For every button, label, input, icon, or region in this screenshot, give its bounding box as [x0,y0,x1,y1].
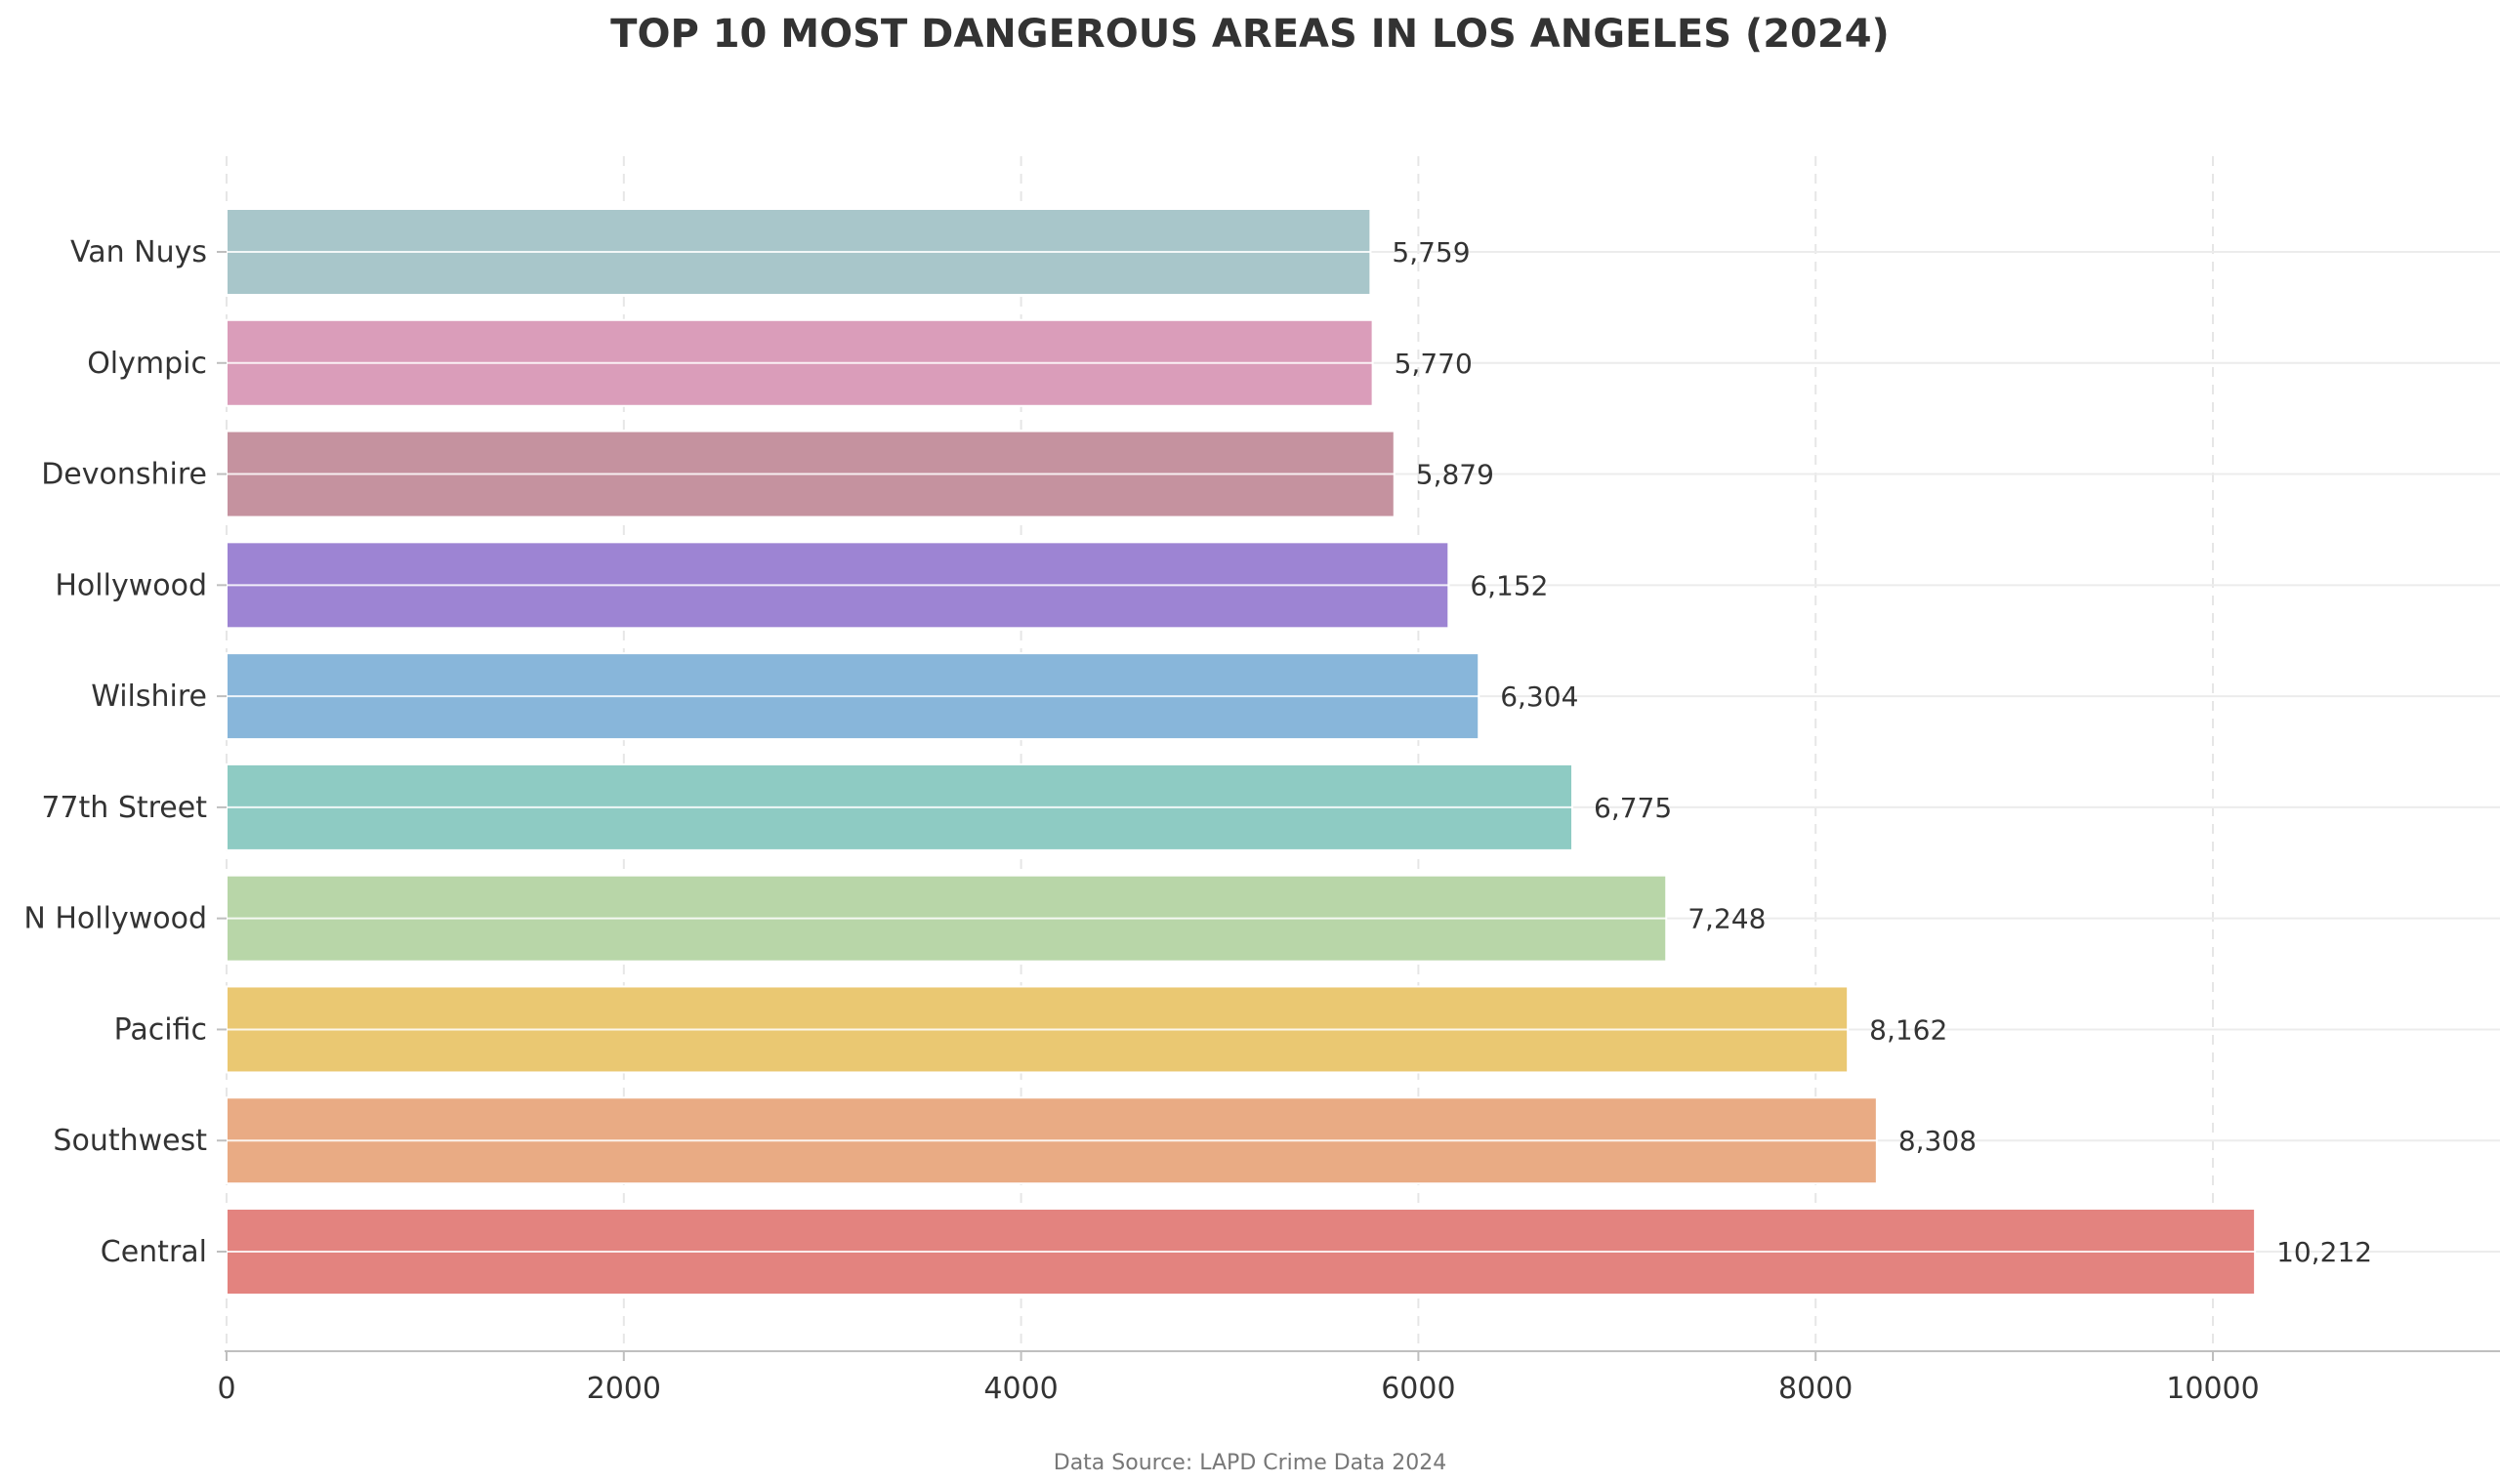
value-label: 10,212 [2276,1236,2372,1268]
value-label: 5,770 [1395,348,1473,380]
category-labels: Central Southwest Pacific N Hollywood 77th S… [23,235,207,1269]
category-label: Pacific [114,1012,207,1047]
x-tick-label: 0 [217,1372,235,1406]
category-label: Central [101,1235,207,1269]
category-label: Devonshire [41,458,207,492]
x-tick-label: 8000 [1778,1372,1853,1406]
category-label: Wilshire [91,680,207,714]
bars-layer [226,208,2257,1296]
x-tick-label: 10000 [2166,1372,2259,1406]
value-label: 5,879 [1416,459,1494,491]
category-label: Southwest [53,1124,207,1158]
chart-title: TOP 10 MOST DANGEROUS AREAS IN LOS ANGEL… [610,12,1890,57]
value-label: 5,759 [1392,236,1470,268]
value-label: 6,775 [1594,792,1672,824]
x-tick-label: 6000 [1381,1372,1455,1406]
value-label: 8,162 [1869,1013,1947,1046]
x-tick-label: 2000 [587,1372,661,1406]
x-tick-label: 4000 [983,1372,1058,1406]
category-label: N Hollywood [23,902,207,936]
value-label: 7,248 [1688,903,1766,935]
category-label: Hollywood [55,568,207,602]
value-label: 6,304 [1500,680,1578,713]
x-ticks: 0 2000 4000 6000 8000 10000 [217,251,2260,1406]
value-labels: 10,212 8,308 8,162 7,248 6,775 6,304 6,152 5,87… [1392,236,2372,1268]
value-label: 8,308 [1898,1125,1977,1157]
category-label: Olympic [87,347,207,381]
category-label: Van Nuys [70,235,207,269]
value-label: 6,152 [1470,569,1548,601]
category-label: 77th Street [41,791,207,825]
data-source-note: Data Source: LAPD Crime Data 2024 [1054,1451,1447,1475]
